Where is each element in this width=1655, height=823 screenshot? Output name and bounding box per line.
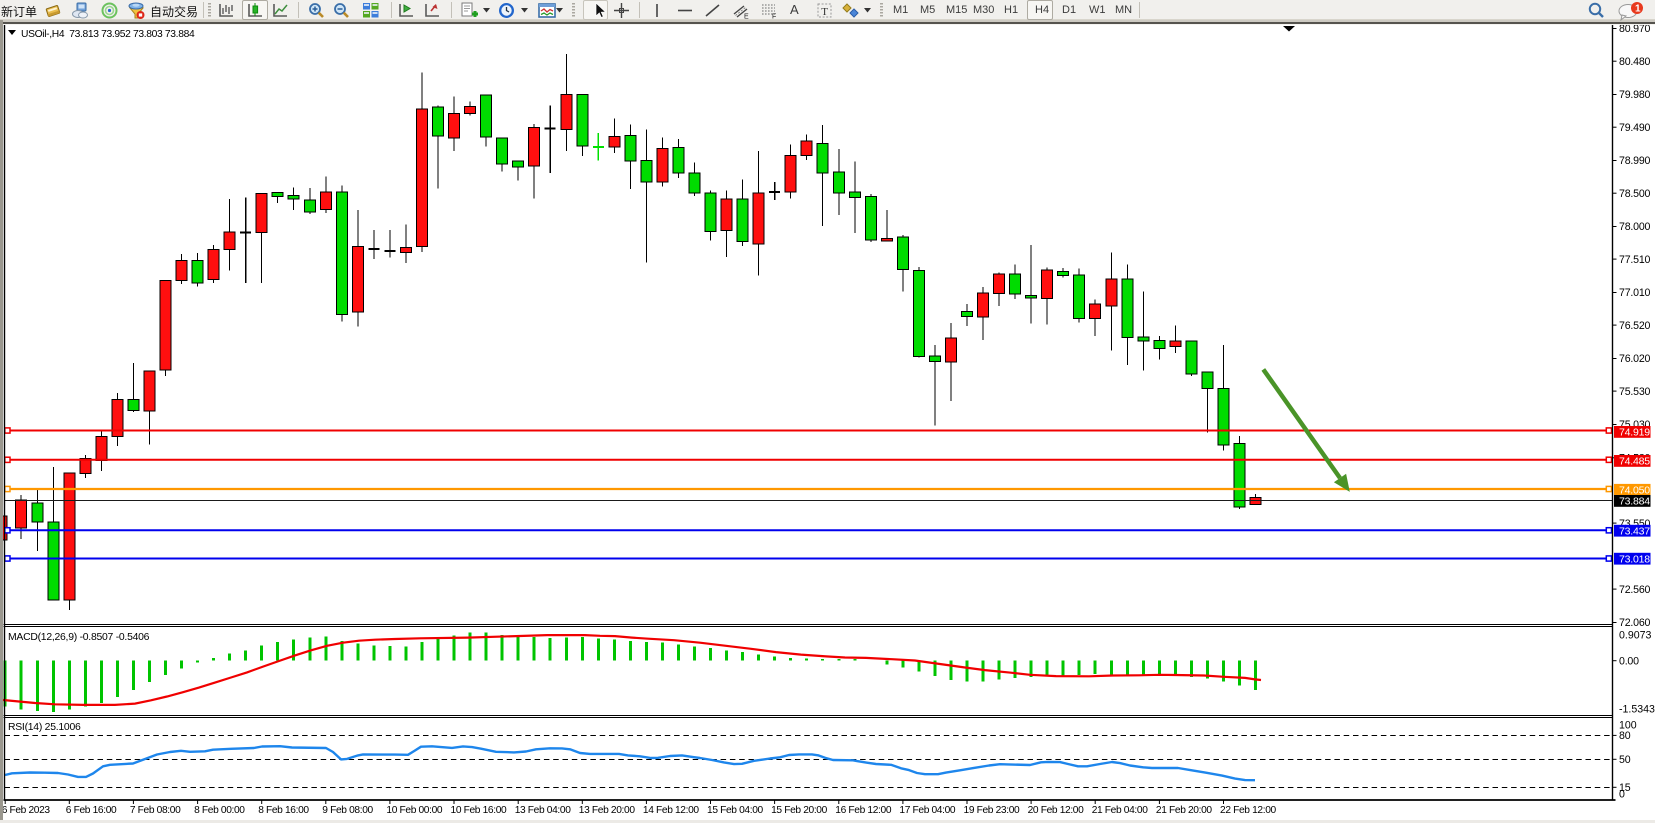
svg-text:1: 1 <box>1635 4 1641 15</box>
svg-text:72.560: 72.560 <box>1619 584 1651 596</box>
svg-text:21 Feb 04:00: 21 Feb 04:00 <box>1092 805 1149 816</box>
svg-text:80: 80 <box>1619 730 1631 742</box>
svg-text:100: 100 <box>1619 720 1637 732</box>
svg-text:74.485: 74.485 <box>1619 456 1650 468</box>
svg-text:21 Feb 20:00: 21 Feb 20:00 <box>1156 805 1213 816</box>
svg-text:15 Feb 20:00: 15 Feb 20:00 <box>771 805 828 816</box>
svg-text:14 Feb 12:00: 14 Feb 12:00 <box>643 805 700 816</box>
svg-text:77.510: 77.510 <box>1619 254 1651 266</box>
svg-text:6 Feb 2023: 6 Feb 2023 <box>2 805 51 816</box>
svg-text:10 Feb 16:00: 10 Feb 16:00 <box>451 805 508 816</box>
svg-text:9 Feb 08:00: 9 Feb 08:00 <box>322 805 373 816</box>
svg-text:50: 50 <box>1619 754 1631 766</box>
svg-text:78.990: 78.990 <box>1619 155 1651 167</box>
svg-text:-1.5343: -1.5343 <box>1619 704 1655 716</box>
svg-text:15 Feb 04:00: 15 Feb 04:00 <box>707 805 764 816</box>
svg-text:73.884: 73.884 <box>1619 496 1650 508</box>
svg-text:7 Feb 08:00: 7 Feb 08:00 <box>130 805 181 816</box>
svg-text:F: F <box>772 14 776 21</box>
svg-text:17 Feb 04:00: 17 Feb 04:00 <box>899 805 956 816</box>
svg-text:15: 15 <box>1619 782 1631 794</box>
svg-text:72.060: 72.060 <box>1619 617 1651 629</box>
svg-text:74.919: 74.919 <box>1619 427 1650 439</box>
svg-text:13 Feb 04:00: 13 Feb 04:00 <box>515 805 572 816</box>
svg-text:0.9073: 0.9073 <box>1619 629 1652 641</box>
svg-text:78.000: 78.000 <box>1619 221 1651 233</box>
svg-text:77.010: 77.010 <box>1619 287 1651 299</box>
svg-text:79.490: 79.490 <box>1619 122 1651 134</box>
svg-text:13 Feb 20:00: 13 Feb 20:00 <box>579 805 636 816</box>
svg-text:MACD(12,26,9) -0.8507 -0.5406: MACD(12,26,9) -0.8507 -0.5406 <box>8 632 150 643</box>
svg-text:73.437: 73.437 <box>1619 526 1650 538</box>
svg-text:22 Feb 12:00: 22 Feb 12:00 <box>1220 805 1277 816</box>
svg-text:76.520: 76.520 <box>1619 320 1651 332</box>
svg-text:6 Feb 16:00: 6 Feb 16:00 <box>66 805 117 816</box>
svg-text:19 Feb 23:00: 19 Feb 23:00 <box>964 805 1021 816</box>
svg-text:0.00: 0.00 <box>1619 655 1639 667</box>
svg-text:79.980: 79.980 <box>1619 89 1651 101</box>
svg-text:8 Feb 16:00: 8 Feb 16:00 <box>258 805 309 816</box>
svg-text:8 Feb 00:00: 8 Feb 00:00 <box>194 805 245 816</box>
svg-text:80.970: 80.970 <box>1619 23 1651 35</box>
svg-text:20 Feb 12:00: 20 Feb 12:00 <box>1028 805 1085 816</box>
svg-text:T: T <box>821 6 828 18</box>
svg-text:73.018: 73.018 <box>1619 554 1650 566</box>
svg-text:80.480: 80.480 <box>1619 56 1651 68</box>
svg-text:16 Feb 12:00: 16 Feb 12:00 <box>835 805 892 816</box>
svg-text:RSI(14) 25.1006: RSI(14) 25.1006 <box>8 722 81 733</box>
svg-text:USOil-,H4 73.813 73.952 73.80: USOil-,H4 73.813 73.952 73.803 73.884 <box>21 29 195 40</box>
svg-text:E: E <box>744 14 749 21</box>
svg-text:0: 0 <box>1619 789 1625 801</box>
svg-text:75.530: 75.530 <box>1619 386 1651 398</box>
svg-text:76.020: 76.020 <box>1619 353 1651 365</box>
svg-text:10 Feb 00:00: 10 Feb 00:00 <box>386 805 443 816</box>
svg-text:78.500: 78.500 <box>1619 188 1651 200</box>
svg-text:74.050: 74.050 <box>1619 485 1650 497</box>
